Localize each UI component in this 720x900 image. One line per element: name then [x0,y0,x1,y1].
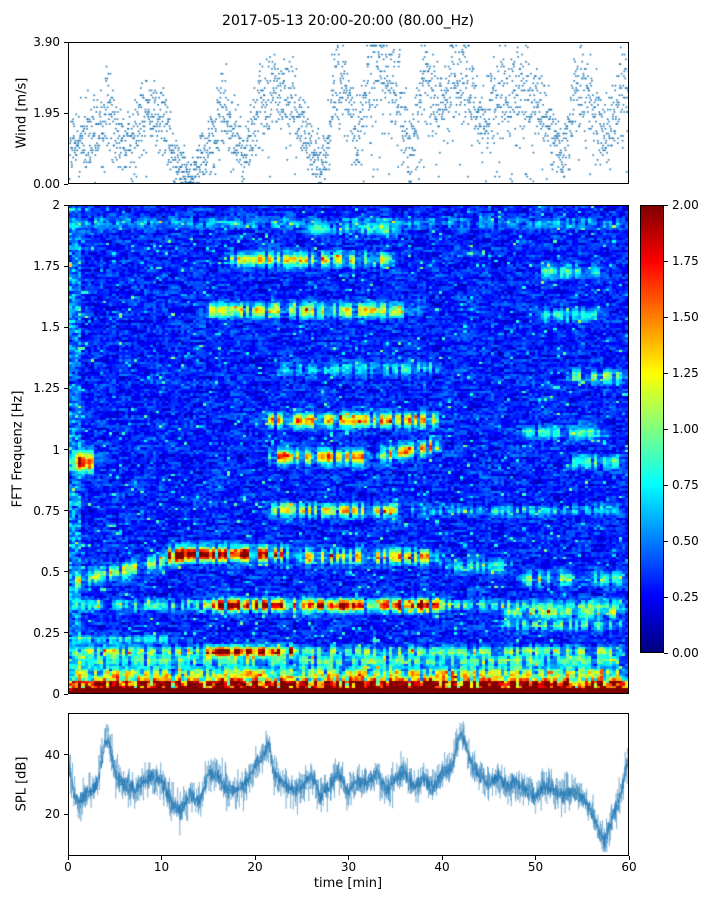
spl-y-axis-label: SPL [dB] [14,756,30,812]
tick-mark [161,856,162,860]
spectrogram-y-tick-label: 1.75 [33,259,60,274]
spl-line-canvas [69,714,628,855]
tick-mark [64,632,68,634]
spectrogram-y-tick-label: 2 [52,198,60,212]
colorbar-tick-label: 0.25 [672,590,699,604]
tick-mark [664,260,668,262]
spectrogram-y-tick-label: 0 [52,687,60,701]
x-tick-label: 60 [621,860,637,874]
tick-mark [664,540,668,542]
x-tick-label: 50 [527,860,544,874]
wind-y-tick-label: 0.00 [33,177,60,191]
tick-mark [664,652,668,654]
x-tick-label: 0 [64,860,72,874]
tick-mark [664,428,668,430]
tick-mark [64,183,68,185]
tick-mark [64,754,68,756]
tick-mark [64,449,68,450]
x-tick-label: 10 [153,860,170,874]
tick-mark [64,265,68,267]
colorbar [640,205,664,653]
spectrogram-panel [68,205,629,694]
tick-mark [664,484,668,486]
tick-mark [64,693,68,695]
spl-y-tick-label: 40 [44,747,60,762]
tick-mark [64,112,68,114]
spectrogram-y-tick-label: 0.25 [33,625,60,640]
colorbar-tick-label: 1.25 [672,366,699,380]
tick-mark [67,856,69,860]
tick-mark [64,387,68,389]
tick-mark [254,856,256,860]
tick-mark [64,813,68,815]
spectrogram-canvas [69,206,628,693]
spectrogram-y-tick-label: 1.5 [40,320,60,335]
x-axis-label: time [min] [313,876,383,891]
tick-mark [664,596,668,598]
colorbar-tick-label: 1.75 [672,254,699,268]
spl-line-panel [68,713,629,856]
wind-y-tick-label: 3.90 [33,35,60,49]
colorbar-tick-label: 0.50 [672,534,699,548]
tick-mark [664,204,668,206]
tick-mark [441,856,443,860]
tick-mark [348,856,349,860]
chart-title: 2017-05-13 20:00-20:00 (80.00_Hz) [222,13,474,29]
wind-scatter-panel [68,42,629,184]
x-tick-label: 20 [247,860,263,874]
spectrogram-y-tick-label: 1 [52,442,60,457]
colorbar-tick-label: 2.00 [672,198,699,212]
tick-mark [535,856,536,860]
tick-mark [64,204,68,206]
colorbar-canvas [641,206,663,652]
spectrogram-y-tick-label: 0.75 [33,503,60,518]
spectrogram-y-axis-label: FFT Frequenz [Hz] [10,390,26,508]
spectrogram-y-tick-label: 0.5 [40,564,60,579]
spl-y-tick-label: 20 [44,807,60,822]
wind-y-axis-label: Wind [m/s] [14,77,30,149]
x-tick-label: 40 [434,860,450,874]
tick-mark [664,372,668,374]
tick-mark [64,41,68,43]
tick-mark [64,326,68,328]
tick-mark [64,510,68,512]
colorbar-tick-label: 1.00 [672,422,699,436]
colorbar-tick-label: 0.75 [672,478,699,492]
x-tick-label: 30 [340,860,357,874]
spectrogram-y-tick-label: 1.25 [33,381,60,396]
tick-mark [628,856,630,860]
colorbar-tick-label: 0.00 [672,646,699,660]
tick-mark [64,571,68,573]
wind-y-tick-label: 1.95 [33,106,60,120]
tick-mark [664,316,668,318]
wind-scatter-canvas [69,43,628,183]
colorbar-tick-label: 1.50 [672,310,699,324]
